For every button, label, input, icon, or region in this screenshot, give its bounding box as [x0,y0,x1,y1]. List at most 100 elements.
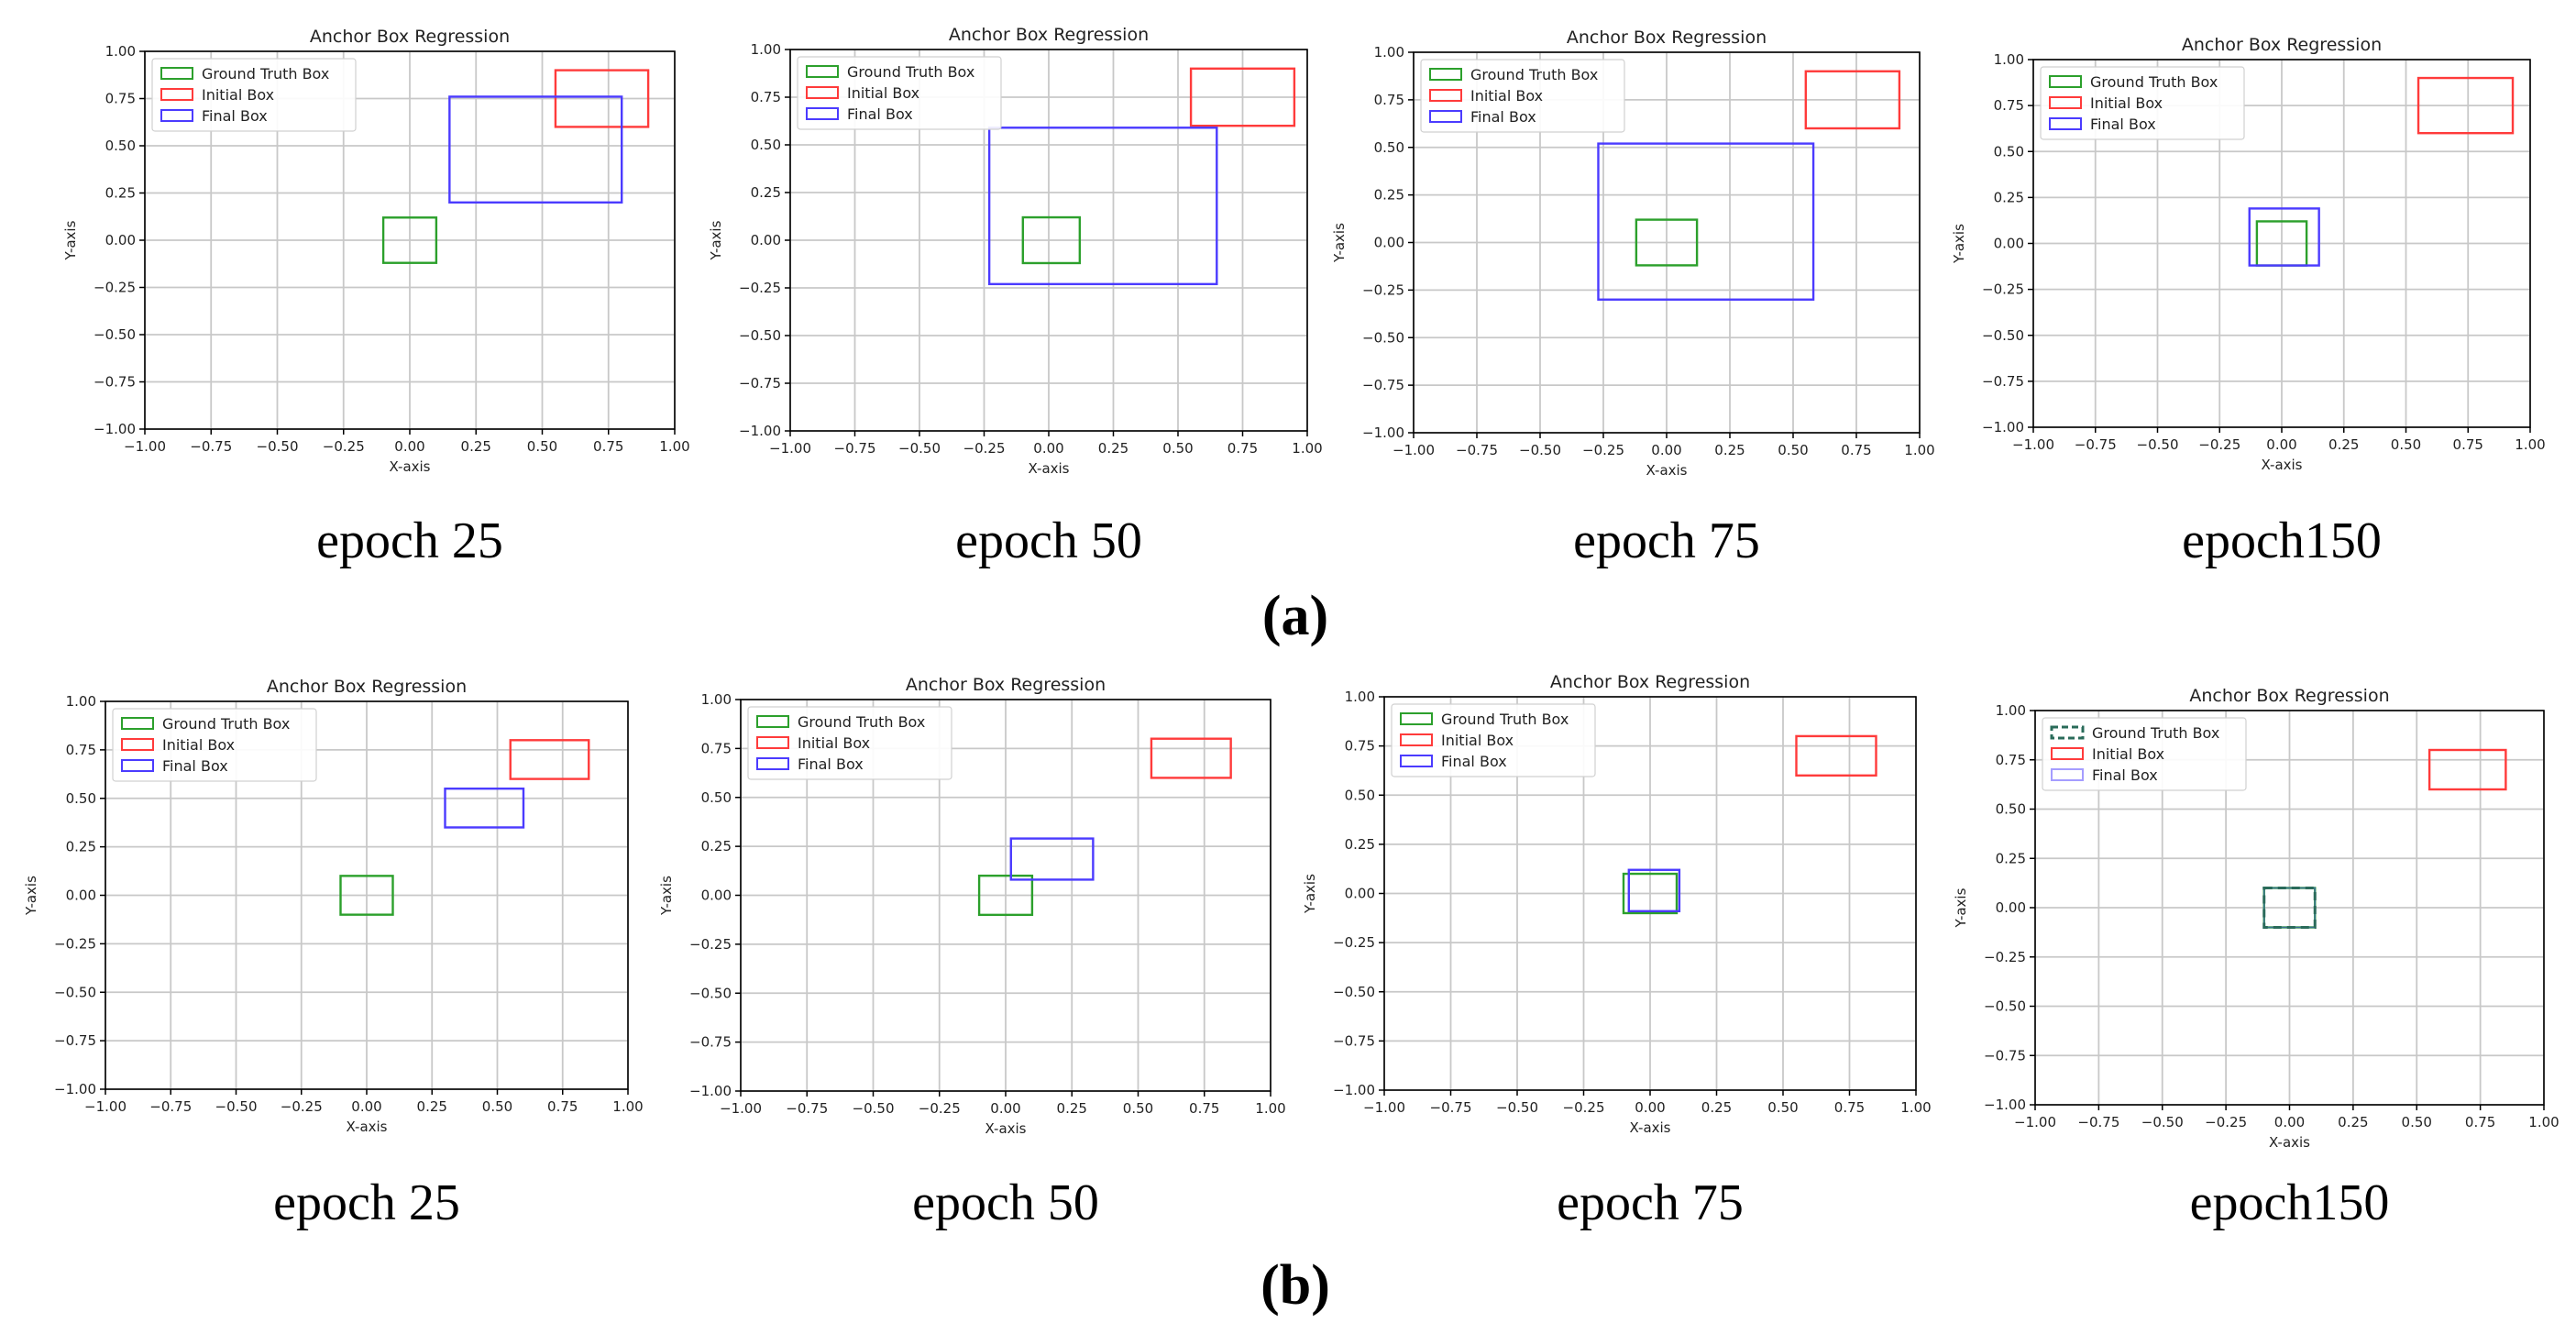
x-tick-label: 0.00 [394,438,424,455]
x-tick-label: 0.00 [990,1100,1020,1117]
y-tick-label: 0.25 [701,838,732,854]
y-tick-label: 0.75 [1345,738,1375,755]
legend-label: Final Box [162,757,228,775]
row-label-b: (b) [1260,1254,1330,1317]
x-tick-label: −0.75 [2075,436,2117,453]
x-tick-label: 1.00 [659,438,689,455]
x-tick-label: −0.25 [919,1100,961,1117]
ground-truth-box [1021,215,1082,265]
y-tick-label: 0.00 [1994,236,2024,252]
x-tick-label: 0.25 [417,1098,447,1115]
legend-label: Final Box [2090,116,2156,133]
y-tick-label: −1.00 [1362,424,1404,441]
panel-caption: epoch 75 [1573,513,1760,569]
chart-title: Anchor Box Regression [1567,28,1767,48]
chart-b-2: −1.00−1.00 −0.75 −0.75 −0.50 −0.50 −0.25 −0.25… [658,675,1286,1231]
panel-caption: epoch150 [2182,513,2382,569]
x-tick-label: 0.75 [1841,442,1871,458]
panel-caption: epoch150 [2190,1174,2390,1231]
x-tick-label: −1.00 [84,1098,127,1115]
row-label-a: (a) [1262,585,1328,647]
initial-box [2416,76,2515,135]
y-tick-label: 0.25 [1994,189,2024,205]
x-tick-label: 0.25 [1057,1100,1087,1117]
x-tick-label: 0.00 [1033,440,1063,457]
y-tick-label: 1.00 [105,43,136,60]
chart-title: Anchor Box Regression [949,25,1149,45]
legend-label: Initial Box [847,84,919,102]
legend [151,58,357,132]
y-tick-label: −0.50 [54,984,96,1000]
x-tick-label: 0.25 [1098,440,1128,457]
legend-label: Final Box [202,107,268,125]
x-tick-label: 1.00 [1292,440,1322,457]
x-tick-label: −1.00 [720,1100,762,1117]
legend-label: Ground Truth Box [1470,66,1598,83]
x-tick-label: −0.50 [1519,442,1561,458]
y-tick-label: −1.00 [739,423,781,439]
x-tick-label: 0.25 [1701,1099,1732,1116]
y-tick-label: −0.50 [1333,984,1375,1000]
y-tick-label: 0.50 [1994,143,2024,160]
legend-label: Ground Truth Box [202,65,329,83]
legend-label: Final Box [847,105,913,123]
x-tick-label: −0.25 [2198,436,2240,453]
legend-label: Ground Truth Box [2092,724,2219,742]
y-tick-label: −0.50 [689,985,732,1001]
y-tick-label: 0.75 [66,742,96,758]
y-tick-label: 0.00 [1374,235,1404,251]
y-tick-label: −0.75 [739,375,781,391]
x-tick-label: 0.50 [1767,1099,1798,1116]
legend-swatch [1429,89,1462,102]
y-tick-label: 0.75 [1996,752,2026,768]
y-tick-label: −0.50 [1362,329,1404,346]
y-tick-label: 0.00 [1996,899,2026,916]
y-axis-label: Y-axis [1302,874,1318,914]
legend-label: Initial Box [2090,94,2163,112]
chart-title: Anchor Box Regression [906,675,1106,695]
x-tick-label: 0.50 [482,1098,512,1115]
x-tick-label: 0.75 [547,1098,578,1115]
panel-caption: epoch 25 [273,1174,460,1231]
x-tick-label: 0.50 [2402,1114,2432,1130]
x-axis-label: X-axis [2262,457,2303,473]
plot-frame [1383,696,1917,1091]
y-tick-label: −1.00 [689,1083,732,1099]
chart-title: Anchor Box Regression [2189,686,2389,706]
x-tick-label: −0.50 [215,1098,258,1115]
legend-swatch [1429,68,1462,81]
y-tick-label: −0.75 [1362,377,1404,393]
chart-title: Anchor Box Regression [2182,35,2382,55]
x-tick-label: −0.25 [2205,1114,2247,1130]
y-tick-label: 1.00 [1994,51,2024,68]
y-tick-label: 0.25 [751,184,781,201]
panel-caption: epoch 50 [912,1174,1099,1231]
y-tick-label: 0.75 [701,740,732,756]
x-tick-label: −0.75 [2077,1114,2119,1130]
y-tick-label: 0.00 [105,232,136,248]
y-tick-label: −0.25 [689,936,732,953]
legend-label: Initial Box [162,736,235,754]
y-tick-label: 0.25 [1996,850,2026,866]
y-tick-label: −0.25 [1333,934,1375,951]
legend-swatch [2049,75,2082,88]
plot-frame [2034,710,2545,1106]
y-tick-label: −0.75 [1982,373,2024,390]
chart-a-1: −1.00−1.00 −0.75 −0.75 −0.50 −0.50 −0.25 −0.25… [62,27,690,569]
legend-label: Final Box [1470,108,1536,126]
y-tick-label: 0.25 [105,185,136,202]
x-tick-label: −0.75 [190,438,232,455]
x-tick-label: 0.50 [1123,1100,1153,1117]
y-tick-label: 0.00 [1345,886,1375,902]
x-tick-label: 0.00 [2274,1114,2305,1130]
y-tick-label: −0.50 [1984,998,2026,1015]
legend-swatch [1400,733,1433,746]
legend-swatch [2049,96,2082,109]
x-tick-label: −1.00 [769,440,811,457]
legend-swatch [806,65,839,78]
y-tick-label: 1.00 [751,41,781,58]
legend [112,708,317,782]
legend-swatch [1400,755,1433,767]
y-tick-label: 0.50 [751,137,781,153]
y-tick-label: −1.00 [94,421,136,437]
